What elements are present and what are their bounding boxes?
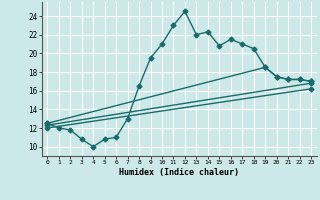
X-axis label: Humidex (Indice chaleur): Humidex (Indice chaleur) xyxy=(119,168,239,177)
